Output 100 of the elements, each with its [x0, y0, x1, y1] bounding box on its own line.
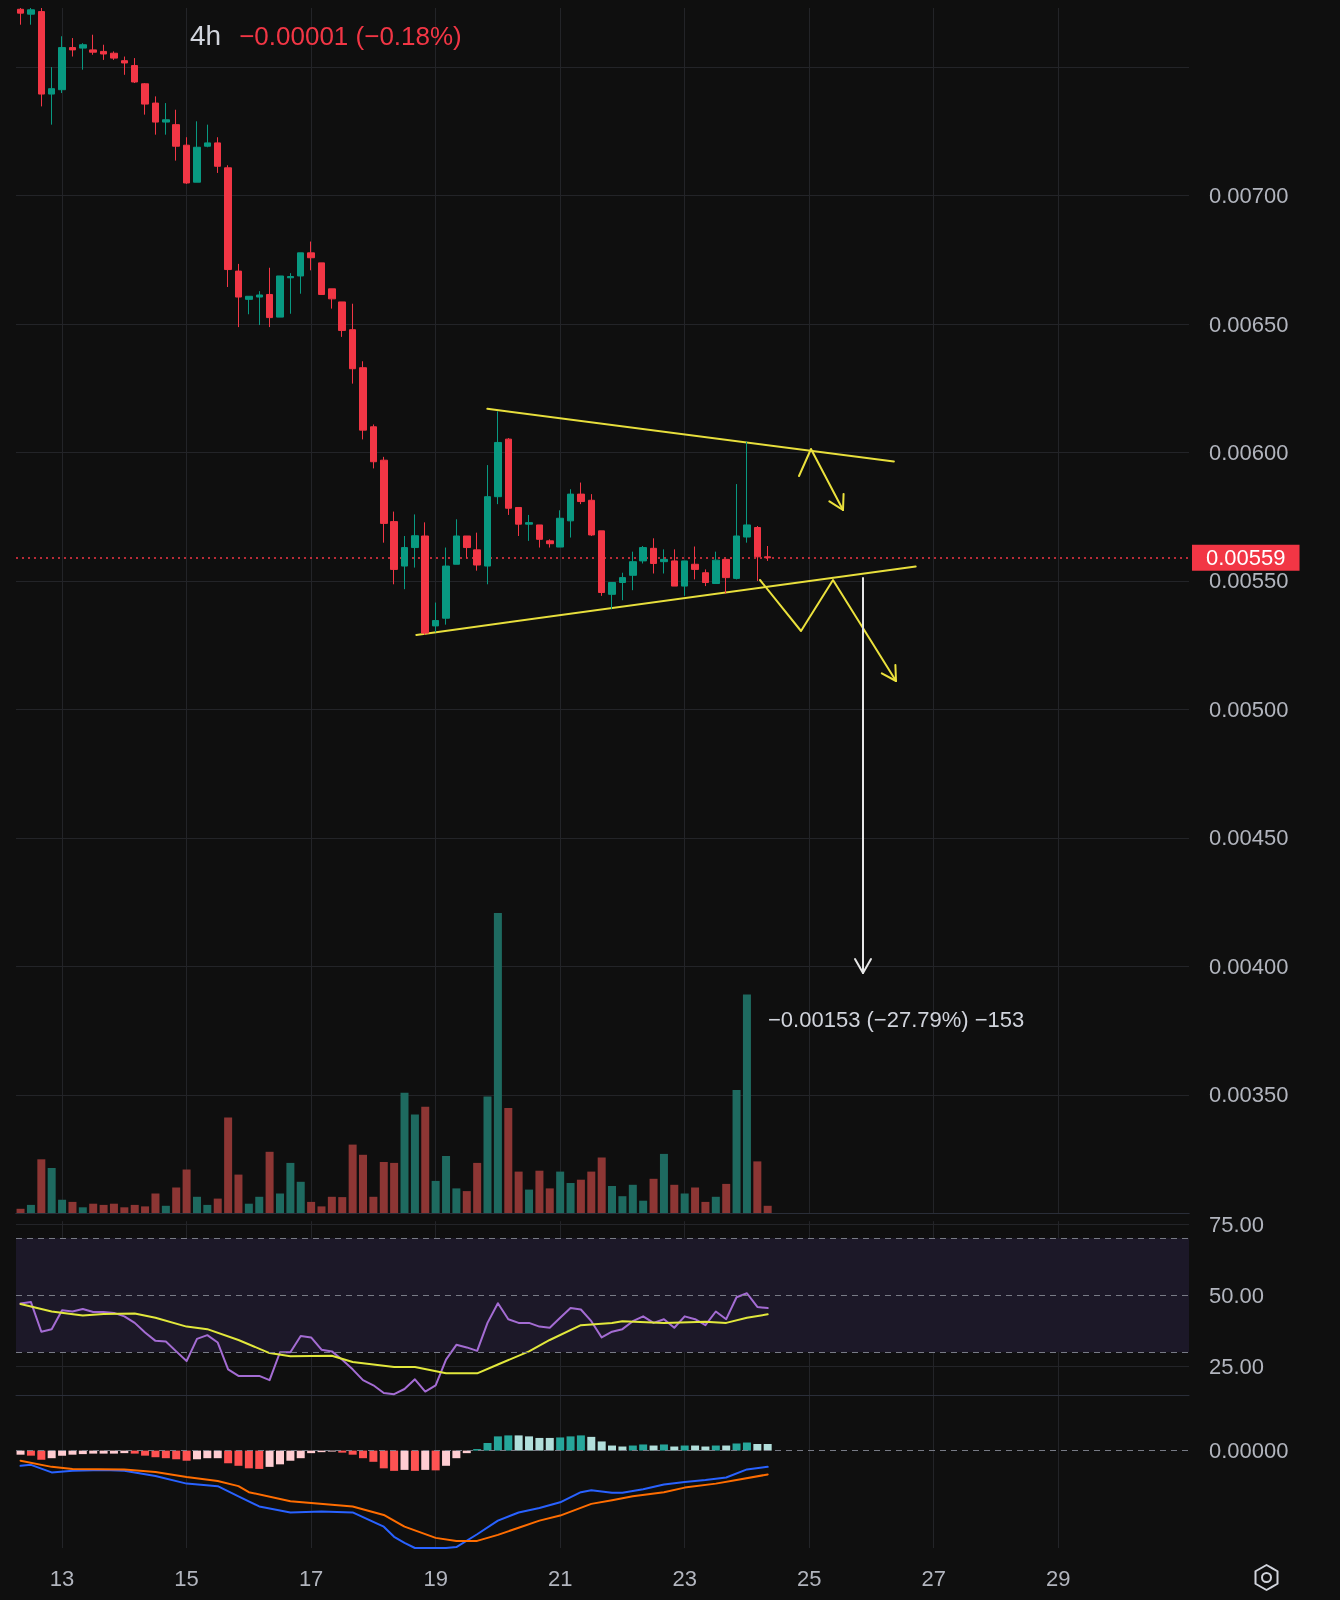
candlestick: [484, 464, 491, 585]
bar: [576, 1435, 585, 1451]
bar: [659, 1153, 668, 1213]
bar: [89, 1203, 98, 1213]
bar: [16, 1450, 25, 1455]
bar: [47, 1168, 56, 1213]
x-tick-label: 23: [672, 1565, 697, 1591]
bar: [369, 1196, 378, 1213]
bar: [732, 1443, 741, 1451]
bar: [442, 1156, 451, 1213]
x-tick-label: 21: [547, 1565, 573, 1591]
bar: [587, 1171, 596, 1213]
y-tick-label: 0.00550: [1209, 568, 1289, 594]
bar: [120, 1207, 129, 1213]
candlestick: [245, 295, 253, 315]
candlestick: [639, 545, 647, 564]
y-tick-label: 0.00400: [1209, 953, 1289, 979]
chart-title: 4h: [190, 20, 222, 51]
candlestick: [681, 560, 688, 597]
bar: [452, 1450, 461, 1459]
bar: [400, 1450, 409, 1470]
bar: [628, 1184, 637, 1213]
bar: [691, 1187, 700, 1213]
bar: [16, 1208, 25, 1213]
text: −0.00001 (−0.18%): [239, 21, 462, 51]
bar: [535, 1170, 544, 1213]
bar: [296, 1450, 305, 1459]
candlestick: [276, 275, 284, 318]
bar: [473, 1162, 482, 1213]
ref-line-label: 0.00559: [1206, 545, 1286, 571]
bar: [68, 1201, 77, 1213]
candlestick: [172, 109, 180, 162]
bar: [327, 1196, 336, 1213]
bar: [680, 1193, 689, 1213]
candlestick: [328, 288, 336, 310]
bar: [58, 1199, 67, 1213]
bar: [483, 1443, 492, 1451]
bar: [78, 1207, 87, 1213]
bar: [224, 1117, 233, 1213]
line-series: [19, 1292, 769, 1396]
bar: [224, 1450, 233, 1464]
bar: [358, 1154, 367, 1213]
bar: [358, 1450, 367, 1459]
candlestick: [224, 164, 232, 288]
bar: [400, 1092, 409, 1213]
bar: [732, 1090, 741, 1213]
x-tick-label: 27: [921, 1565, 946, 1591]
bar: [556, 1171, 565, 1213]
candlestick: [287, 272, 294, 315]
candlestick: [733, 483, 740, 580]
bar: [265, 1450, 274, 1467]
bar: [26, 1204, 35, 1213]
candlestick: [162, 102, 170, 136]
candlestick: [401, 535, 408, 590]
bar: [545, 1188, 554, 1213]
bar: [68, 1450, 77, 1455]
bar: [711, 1196, 720, 1213]
candlestick: [712, 551, 720, 585]
y-tick-label: 0.00450: [1209, 825, 1289, 851]
bar: [493, 913, 502, 1213]
bar: [431, 1180, 440, 1213]
bar: [556, 1437, 565, 1451]
bar: [639, 1200, 648, 1213]
x-tick-label: 15: [174, 1565, 199, 1591]
bar: [483, 1096, 492, 1213]
candlestick: [338, 301, 346, 338]
bar: [452, 1188, 461, 1213]
candlestick: [141, 82, 149, 116]
bar: [410, 1450, 419, 1471]
bar: [192, 1196, 201, 1213]
candlestick: [349, 303, 356, 385]
bar: [58, 1450, 67, 1456]
bar: [597, 1441, 606, 1451]
bar: [307, 1201, 316, 1213]
candlestick: [411, 513, 419, 569]
bar: [711, 1445, 720, 1451]
x-tick-label: 17: [298, 1565, 324, 1591]
bar: [130, 1204, 139, 1213]
candlestick: [432, 602, 439, 633]
bar: [141, 1450, 150, 1456]
bar: [275, 1193, 284, 1213]
bar: [109, 1203, 118, 1213]
candlestick: [588, 493, 595, 537]
bar: [566, 1436, 575, 1451]
bar: [275, 1450, 284, 1465]
bar: [670, 1184, 679, 1213]
bar: [597, 1157, 606, 1213]
bar: [265, 1151, 274, 1213]
candlestick: [256, 290, 263, 326]
bar: [213, 1450, 222, 1459]
bar: [26, 1450, 35, 1456]
bar: [763, 1205, 772, 1213]
line-series: [19, 1303, 769, 1375]
bar: [691, 1445, 700, 1451]
bar: [390, 1450, 399, 1471]
y-tick-label: 0.00600: [1209, 439, 1289, 465]
bar: [130, 1450, 139, 1454]
candlestick: [546, 538, 554, 549]
bar: [514, 1435, 523, 1451]
candlestick: [297, 252, 304, 295]
